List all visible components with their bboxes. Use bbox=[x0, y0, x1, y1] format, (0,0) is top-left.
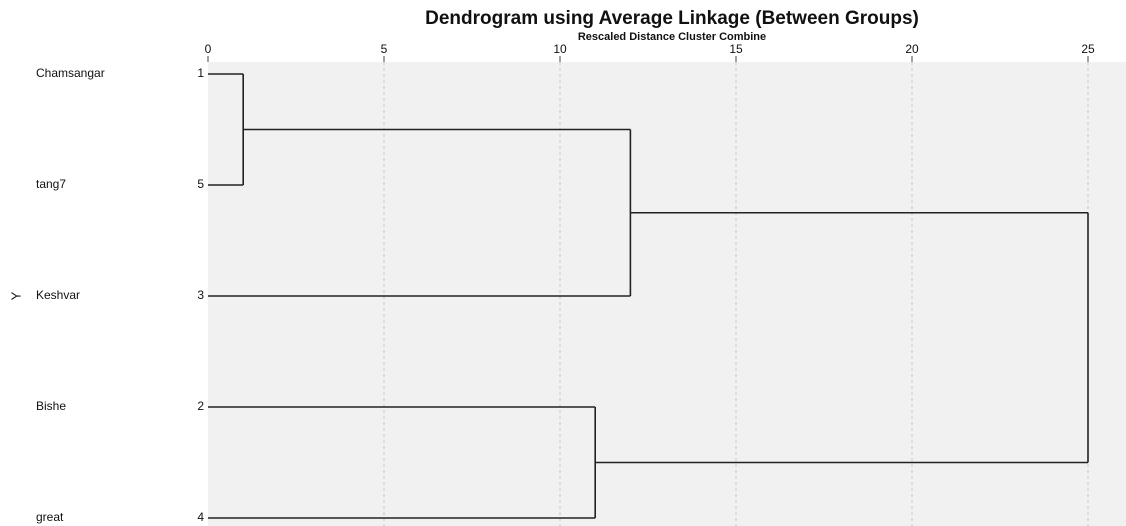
x-tick-label: 20 bbox=[905, 42, 919, 56]
x-tick-label: 15 bbox=[729, 42, 743, 56]
y-axis-label: Y bbox=[8, 291, 23, 300]
leaf-case: 3 bbox=[197, 288, 204, 302]
plot-area bbox=[208, 62, 1126, 526]
leaf-label: great bbox=[36, 510, 64, 524]
leaf-label: Bishe bbox=[36, 399, 66, 413]
leaf-label: Keshvar bbox=[36, 288, 80, 302]
chart-title: Dendrogram using Average Linkage (Betwee… bbox=[425, 8, 919, 29]
leaf-case: 2 bbox=[197, 399, 204, 413]
x-tick-label: 5 bbox=[381, 42, 388, 56]
leaf-case: 1 bbox=[197, 66, 204, 80]
leaf-label: Chamsangar bbox=[36, 66, 105, 80]
chart: Dendrogram using Average Linkage (Betwee… bbox=[0, 0, 1126, 526]
leaf-case: 4 bbox=[197, 510, 204, 524]
leaf-case: 5 bbox=[197, 177, 204, 191]
chart-subtitle: Rescaled Distance Cluster Combine bbox=[578, 31, 766, 43]
x-tick-label: 10 bbox=[553, 42, 567, 56]
x-tick-label: 25 bbox=[1081, 42, 1095, 56]
leaf-label: tang7 bbox=[36, 177, 66, 191]
x-tick-label: 0 bbox=[205, 42, 212, 56]
